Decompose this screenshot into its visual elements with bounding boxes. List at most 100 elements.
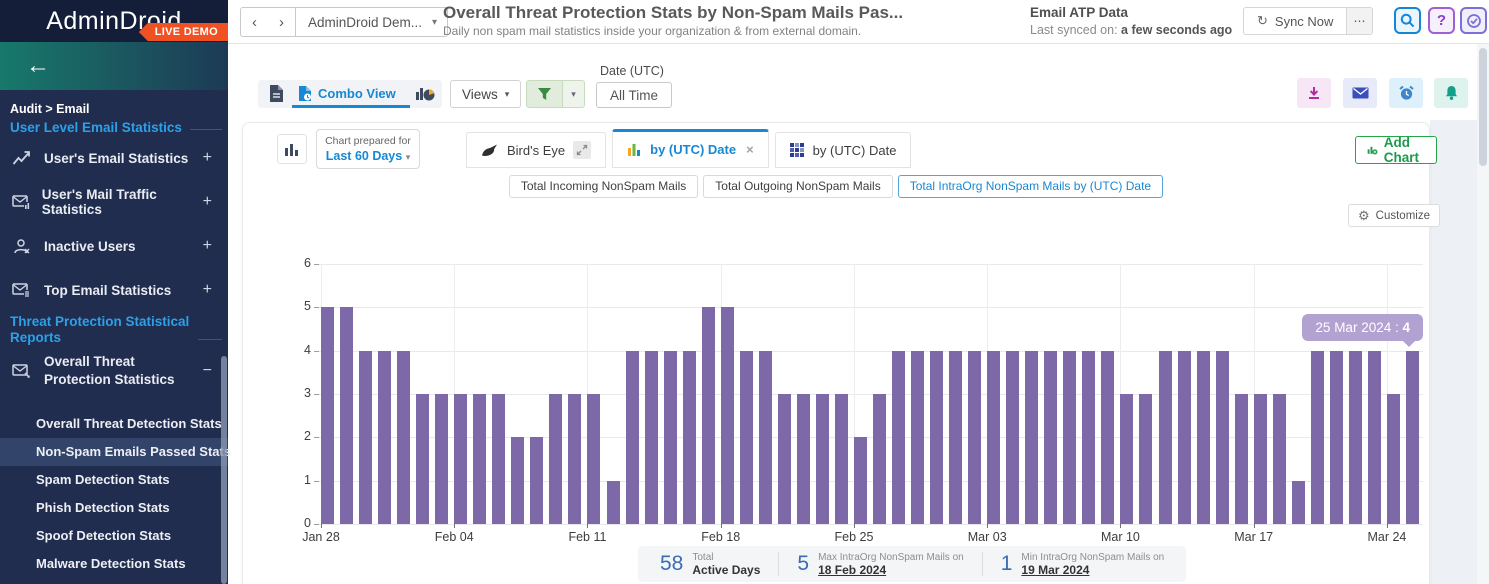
expand-plus-icon[interactable]: +: [202, 149, 212, 166]
chart-type-button[interactable]: [277, 134, 307, 164]
tab-by-utc-date-bar[interactable]: by (UTC) Date ×: [612, 129, 769, 168]
bar[interactable]: [796, 394, 810, 524]
download-button[interactable]: [1297, 78, 1331, 108]
sidebar-subitem-malware-detection[interactable]: Malware Detection Stats: [36, 556, 186, 571]
bar[interactable]: [1120, 394, 1134, 524]
bar[interactable]: [1177, 350, 1191, 524]
page-scrollbar[interactable]: [1477, 44, 1489, 584]
bar[interactable]: [549, 394, 563, 524]
sidebar-scrollbar-thumb[interactable]: [221, 356, 227, 584]
subtab-total-outgoing[interactable]: Total Outgoing NonSpam Mails: [703, 175, 893, 198]
bar[interactable]: [397, 350, 411, 524]
bar[interactable]: [492, 394, 506, 524]
notifications-button[interactable]: [1434, 78, 1468, 108]
sync-more-button[interactable]: ⋯: [1346, 8, 1373, 34]
bar[interactable]: [1329, 350, 1343, 524]
add-chart-button[interactable]: Add Chart: [1355, 135, 1438, 165]
bar[interactable]: [1101, 350, 1115, 524]
sidebar-subitem-nonspam-passed[interactable]: Non-Spam Emails Passed Stats: [0, 438, 231, 466]
email-report-button[interactable]: [1343, 78, 1377, 108]
sidebar-item-users-email-statistics[interactable]: User's Email Statistics +: [0, 136, 228, 180]
expand-plus-icon[interactable]: +: [202, 193, 212, 210]
bar[interactable]: [340, 307, 354, 524]
collapse-minus-icon[interactable]: −: [202, 362, 212, 379]
subtab-total-intraorg[interactable]: Total IntraOrg NonSpam Mails by (UTC) Da…: [897, 175, 1164, 198]
bar[interactable]: [1025, 350, 1039, 524]
nav-forward-icon[interactable]: ›: [279, 13, 284, 31]
schedule-alert-button[interactable]: [1389, 78, 1423, 108]
filter-dropdown-button[interactable]: ▾: [563, 80, 585, 108]
bar[interactable]: [530, 437, 544, 524]
bar[interactable]: [625, 350, 639, 524]
bar[interactable]: [777, 394, 791, 524]
bar[interactable]: [473, 394, 487, 524]
expand-plus-icon[interactable]: +: [202, 237, 212, 254]
bar[interactable]: [701, 307, 715, 524]
views-dropdown[interactable]: Views ▾: [450, 80, 522, 108]
bar[interactable]: [1044, 350, 1058, 524]
bar[interactable]: [511, 437, 525, 524]
subtab-total-incoming[interactable]: Total Incoming NonSpam Mails: [508, 175, 699, 198]
bar[interactable]: [815, 394, 829, 524]
expand-icon[interactable]: [573, 141, 592, 159]
bar[interactable]: [1139, 394, 1153, 524]
bar[interactable]: [1348, 350, 1362, 524]
bar[interactable]: [1272, 394, 1286, 524]
tab-birds-eye[interactable]: Bird's Eye: [466, 132, 607, 168]
sidebar-subitem-phish-detection[interactable]: Phish Detection Stats: [36, 500, 170, 515]
sidebar-item-top-email-statistics[interactable]: Top Email Statistics +: [0, 268, 228, 312]
filter-button[interactable]: [526, 80, 563, 108]
chart-view-button[interactable]: [415, 84, 435, 107]
bar[interactable]: [758, 350, 772, 524]
bar[interactable]: [949, 350, 963, 524]
sidebar-subitem-spoof-detection[interactable]: Spoof Detection Stats: [36, 528, 172, 543]
bar[interactable]: [987, 350, 1001, 524]
sidebar-subitem-spam-detection[interactable]: Spam Detection Stats: [36, 472, 170, 487]
sidebar-group-overall-threat-protection[interactable]: Overall Threat Protection Statistics −: [0, 346, 228, 396]
stat-date-link[interactable]: 18 Feb 2024: [818, 563, 887, 577]
bar[interactable]: [892, 350, 906, 524]
nav-back-icon[interactable]: ‹: [252, 13, 257, 31]
bar[interactable]: [873, 394, 886, 524]
org-selector[interactable]: AdminDroid Dem...: [308, 14, 423, 30]
sidebar-item-inactive-users[interactable]: Inactive Users +: [0, 224, 228, 268]
bar[interactable]: [435, 394, 449, 524]
bar[interactable]: [454, 394, 468, 524]
bar[interactable]: [930, 350, 944, 524]
bar[interactable]: [359, 350, 373, 524]
bar[interactable]: [1196, 350, 1210, 524]
report-view-button[interactable]: [269, 84, 284, 108]
bar[interactable]: [1234, 394, 1248, 524]
bar[interactable]: [416, 394, 430, 524]
bar[interactable]: [606, 480, 620, 524]
bar[interactable]: [1006, 350, 1020, 524]
bar[interactable]: [568, 394, 582, 524]
bar[interactable]: [968, 350, 982, 524]
sync-now-button[interactable]: ↻ Sync Now: [1244, 8, 1346, 34]
bar[interactable]: [1405, 350, 1419, 524]
bar[interactable]: [1386, 394, 1400, 524]
bar[interactable]: [853, 437, 867, 524]
help-button[interactable]: ?: [1428, 7, 1455, 34]
expand-plus-icon[interactable]: +: [202, 281, 212, 298]
bar[interactable]: [321, 307, 334, 524]
bar[interactable]: [378, 350, 392, 524]
bar[interactable]: [1253, 394, 1267, 524]
bar[interactable]: [1063, 350, 1077, 524]
close-icon[interactable]: ×: [746, 142, 754, 157]
bar[interactable]: [1082, 350, 1096, 524]
bar[interactable]: [682, 350, 696, 524]
customize-button[interactable]: ⚙ Customize: [1348, 204, 1440, 227]
stat-date-link[interactable]: 19 Mar 2024: [1021, 563, 1090, 577]
bar[interactable]: [739, 350, 753, 524]
sidebar-subitem-overall-threat-detection[interactable]: Overall Threat Detection Stats: [36, 416, 222, 431]
schedule-status-button[interactable]: [1460, 7, 1487, 34]
bar[interactable]: [1158, 350, 1172, 524]
date-range-button[interactable]: All Time: [596, 82, 673, 108]
bar[interactable]: [644, 350, 658, 524]
bar[interactable]: [1367, 350, 1381, 524]
chevron-down-icon[interactable]: ▾: [432, 16, 438, 28]
tab-by-utc-date-heatmap[interactable]: by (UTC) Date: [774, 132, 912, 168]
bar[interactable]: [587, 394, 601, 524]
bar[interactable]: [720, 307, 734, 524]
